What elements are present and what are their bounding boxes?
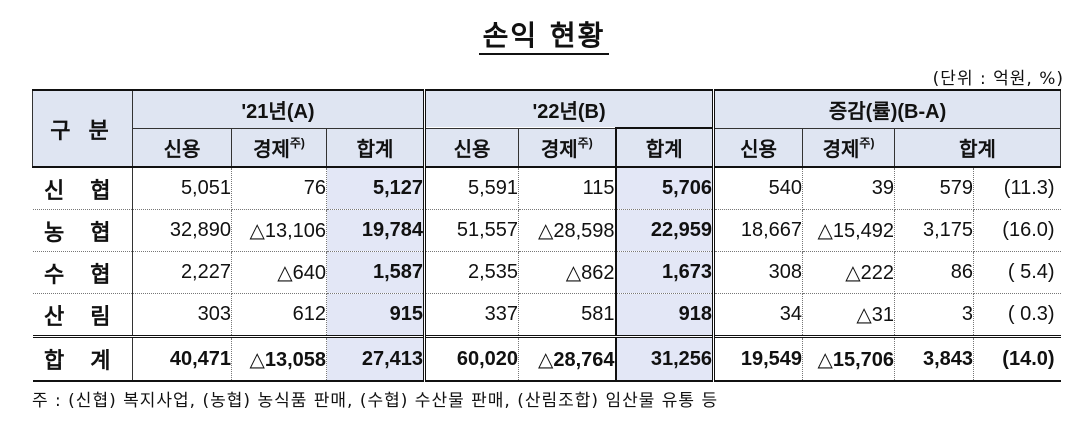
cell-change-credit: 34 xyxy=(713,293,804,337)
header-2022-economy-text: 경제 xyxy=(540,138,578,161)
cell-2022-total: 1,673 xyxy=(614,251,716,294)
cell-2022-credit: 337 xyxy=(424,293,520,337)
cell-change-credit: 308 xyxy=(713,251,804,294)
page-title-text: 손익 현황 xyxy=(478,19,610,55)
cell-change-rate: ( 0.3) xyxy=(973,293,1061,337)
header-group-2022: '22년(B) xyxy=(424,89,716,129)
cell-2022-credit: 2,535 xyxy=(424,251,520,294)
cell-2022-economy: △862 xyxy=(518,251,617,294)
cell-2021-total: 5,127 xyxy=(326,167,427,210)
header-change-credit: 신용 xyxy=(713,127,804,168)
page-title: 손익 현황 xyxy=(0,14,1088,55)
cell-2022-economy: 115 xyxy=(518,167,617,210)
cell-2022-credit: 60,020 xyxy=(424,335,520,382)
header-change-economy: 경제주) xyxy=(802,127,896,168)
cell-2021-credit: 303 xyxy=(132,293,232,337)
unit-label: (단위 : 억원, %) xyxy=(932,69,1064,89)
cell-change-economy: △222 xyxy=(802,251,896,294)
cell-2022-credit: 51,557 xyxy=(424,209,520,252)
header-change-total: 합계 xyxy=(894,127,1062,168)
cell-change-economy: △31 xyxy=(802,293,896,337)
header-2021-economy: 경제주) xyxy=(231,127,327,168)
cell-2021-total: 1,587 xyxy=(326,251,427,294)
row-label: 수 협 xyxy=(32,251,133,294)
header-change-economy-note: 주) xyxy=(859,135,875,150)
header-group-2021: '21년(A) xyxy=(131,89,427,129)
table-row-total: 합 계 40,471 △13,058 27,413 60,020 △28,764… xyxy=(32,335,1061,382)
cell-change-total: 3,175 xyxy=(894,209,975,252)
cell-2021-economy: △13,106 xyxy=(231,209,327,252)
cell-2021-credit: 5,051 xyxy=(132,167,232,210)
header-row-groups: 구 분 '21년(A) '22년(B) 증감(률)(B-A) xyxy=(32,89,1062,168)
header-2022-total: 합계 xyxy=(614,127,716,168)
header-2021-credit: 신용 xyxy=(132,127,232,168)
cell-change-total: 3,843 xyxy=(894,335,975,382)
cell-change-rate: (11.3) xyxy=(973,167,1061,210)
cell-2022-total: 918 xyxy=(614,293,716,337)
header-group-change: 증감(률)(B-A) xyxy=(713,89,1062,129)
cell-change-economy: △15,706 xyxy=(802,335,896,382)
row-label: 농 협 xyxy=(32,209,133,252)
cell-2021-total: 27,413 xyxy=(326,335,427,382)
cell-2021-credit: 40,471 xyxy=(132,335,232,382)
cell-2022-total: 22,959 xyxy=(614,209,716,252)
cell-2021-economy: △13,058 xyxy=(231,335,327,382)
header-2022-economy: 경제주) xyxy=(518,127,617,168)
table-row-suhyup: 수 협 2,227 △640 1,587 2,535 △862 1,673 30… xyxy=(32,251,1061,294)
header-2021-economy-text: 경제 xyxy=(253,138,290,161)
cell-2021-credit: 32,890 xyxy=(132,209,232,252)
header-2022-credit: 신용 xyxy=(424,127,520,168)
cell-change-credit: 540 xyxy=(713,167,804,210)
cell-change-total: 579 xyxy=(894,167,975,210)
cell-change-total: 3 xyxy=(894,293,975,337)
header-row-columns: 신용 경제주) 합계 신용 경제주) 합계 신용 경제주) 합계 xyxy=(33,127,1062,168)
cell-change-rate: (16.0) xyxy=(973,209,1061,252)
table-row-shinhyup: 신 협 5,051 76 5,127 5,591 115 5,706 540 3… xyxy=(32,167,1061,210)
cell-2021-economy: 76 xyxy=(231,167,327,210)
cell-change-total: 86 xyxy=(894,251,975,294)
header-2021-economy-note: 주) xyxy=(289,135,305,150)
cell-2022-credit: 5,591 xyxy=(424,167,520,210)
cell-2021-total: 19,784 xyxy=(326,209,427,252)
cell-change-economy: △15,492 xyxy=(802,209,896,252)
footnote: 주 : (신협) 복지사업, (농협) 농식품 판매, (수협) 수산물 판매,… xyxy=(32,391,719,411)
profit-loss-table: 구 분 '21년(A) '22년(B) 증감(률)(B-A) 신용 경제주) 합… xyxy=(32,89,1062,382)
header-change-economy-text: 경제 xyxy=(822,138,860,161)
row-label: 산 림 xyxy=(32,293,133,337)
cell-2022-economy: △28,764 xyxy=(518,335,617,382)
table-row-sanlim: 산 림 303 612 915 337 581 918 34 △31 3 ( 0… xyxy=(32,293,1061,337)
cell-change-credit: 18,667 xyxy=(713,209,804,252)
header-2021-total: 합계 xyxy=(325,127,427,168)
row-label: 합 계 xyxy=(32,335,133,382)
cell-2021-economy: 612 xyxy=(231,293,327,337)
cell-2022-total: 5,706 xyxy=(614,167,716,210)
cell-2022-economy: 581 xyxy=(518,293,617,337)
header-2022-economy-note: 주) xyxy=(577,135,593,150)
cell-2021-economy: △640 xyxy=(231,251,327,294)
cell-2021-credit: 2,227 xyxy=(132,251,232,294)
cell-2022-economy: △28,598 xyxy=(518,209,617,252)
cell-change-rate: ( 5.4) xyxy=(973,251,1061,294)
table-row-nonghyup: 농 협 32,890 △13,106 19,784 51,557 △28,598… xyxy=(32,209,1061,252)
cell-change-economy: 39 xyxy=(802,167,896,210)
header-gubun: 구 분 xyxy=(32,89,133,168)
cell-change-rate: (14.0) xyxy=(973,335,1061,382)
row-label: 신 협 xyxy=(32,167,133,210)
cell-change-credit: 19,549 xyxy=(713,335,804,382)
cell-2021-total: 915 xyxy=(326,293,427,337)
cell-2022-total: 31,256 xyxy=(614,335,716,382)
